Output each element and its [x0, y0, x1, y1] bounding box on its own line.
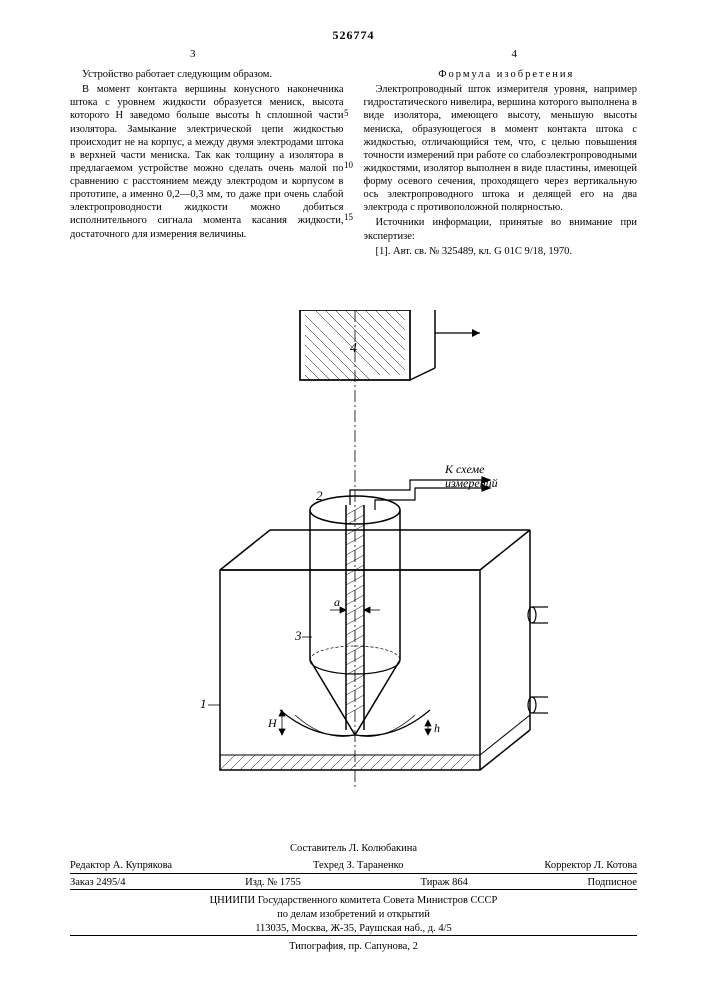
- figure-label-2: 2: [316, 488, 323, 503]
- paragraph: В момент контакта вершины конусного нако…: [70, 83, 344, 241]
- dimension-H: [279, 710, 285, 735]
- footer-composer: Составитель Л. Колюбакина: [70, 842, 637, 856]
- footer-order: Заказ 2495/4: [70, 876, 125, 890]
- formula-heading: Формула изобретения: [364, 68, 638, 81]
- paragraph: Устройство работает следующим образом.: [70, 68, 344, 81]
- patent-figure: 4: [150, 310, 550, 810]
- footer-tech: Техред З. Тараненко: [313, 859, 403, 873]
- footer-sub: Подписное: [588, 876, 637, 890]
- figure-label-3: 3: [294, 628, 302, 643]
- footer-tirazh: Тираж 864: [421, 876, 468, 890]
- page-number-left: 3: [190, 48, 196, 60]
- dimension-h: [425, 720, 431, 735]
- page-number-right: 4: [512, 48, 518, 60]
- liquid-hatching: [220, 715, 530, 770]
- doc-number: 526774: [0, 28, 707, 43]
- footer-org2: по делам изобретений и открытий: [70, 908, 637, 922]
- footer-block: Составитель Л. Колюбакина Редактор А. Ку…: [70, 842, 637, 954]
- footer-addr: 113035, Москва, Ж-35, Раушская наб., д. …: [70, 922, 637, 936]
- paragraph: [1]. Авт. св. № 325489, кл. G 01C 9/18, …: [364, 245, 638, 258]
- paragraph: Электропроводный шток измерителя уровня,…: [364, 83, 638, 214]
- figure-scheme-label-2: измерений: [445, 476, 498, 490]
- right-column: Формула изобретения Электропроводный што…: [364, 68, 638, 260]
- footer-editor: Редактор А. Купрякова: [70, 859, 172, 873]
- tank-connectors: [528, 607, 548, 713]
- figure-scheme-label-1: К схеме: [444, 462, 485, 476]
- footer-org1: ЦНИИПИ Государственного комитета Совета …: [70, 894, 637, 908]
- figure-label-a: a: [334, 595, 340, 609]
- text-columns: Устройство работает следующим образом. В…: [70, 68, 637, 260]
- paragraph: Источники информации, принятые во вниман…: [364, 216, 638, 242]
- tank-1: [220, 530, 530, 770]
- left-column: Устройство работает следующим образом. В…: [70, 68, 344, 260]
- figure-label-1: 1: [200, 696, 207, 711]
- prism-4: [300, 310, 480, 380]
- footer-izd: Изд. № 1755: [245, 876, 301, 890]
- figure-label-H: H: [267, 716, 278, 730]
- footer-corrector: Корректор Л. Котова: [544, 859, 637, 873]
- figure-label-4: 4: [350, 341, 357, 356]
- footer-typo: Типография, пр. Сапунова, 2: [70, 940, 637, 954]
- figure-label-h: h: [434, 721, 440, 735]
